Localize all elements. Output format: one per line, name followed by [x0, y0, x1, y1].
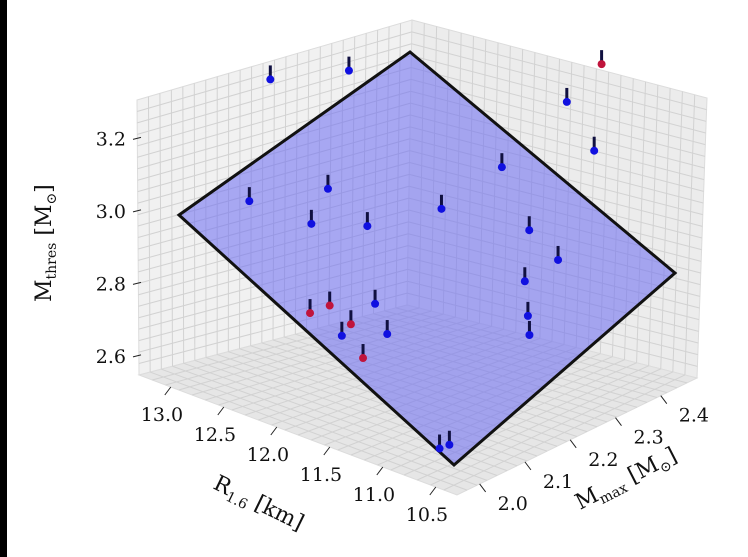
gridline: [443, 374, 686, 491]
y-tick-label: 2.4: [679, 405, 709, 427]
data-point: [307, 219, 316, 228]
data-point: [497, 163, 506, 172]
x-tick-mark: [376, 466, 384, 476]
data-point: [306, 309, 315, 318]
gridline: [137, 67, 412, 147]
z-axis-label: Mthres [M⊙]: [32, 184, 60, 302]
z-tick-label: 3.2: [96, 128, 126, 150]
gridline: [411, 31, 707, 111]
data-point: [445, 440, 454, 449]
z-tick-mark: [132, 281, 142, 285]
x-axis-ticks: 13.0 12.5 12.0 11.5 11.0 10.5: [141, 386, 448, 526]
data-point: [266, 75, 275, 84]
x-tick-label: 10.5: [406, 504, 448, 526]
data-point: [245, 197, 254, 206]
data-point: [525, 330, 534, 339]
z-tick-mark: [132, 136, 142, 140]
y-tick-mark: [479, 483, 487, 493]
data-point: [325, 301, 334, 310]
data-point: [562, 97, 571, 106]
data-point: [435, 444, 444, 453]
fit-plane: [176, 50, 678, 468]
gridline: [411, 43, 707, 122]
data-point: [597, 60, 606, 69]
x-tick-label: 13.0: [141, 404, 183, 426]
data-point: [554, 255, 563, 264]
y-tick-mark: [660, 395, 668, 404]
z-tick-mark: [132, 209, 142, 213]
chart-frame: 2.6 2.8 3.0 3.2 13.0 12.5 12.0 11.5 11.0 10.5 2.…: [7, 0, 748, 557]
x-tick-mark: [270, 426, 278, 436]
gridline: [411, 67, 706, 146]
data-points: [245, 50, 606, 453]
z-tick-mark: [132, 354, 142, 358]
data-point: [523, 311, 532, 320]
z-tick-label: 3.0: [96, 201, 126, 223]
data-point: [525, 226, 534, 235]
data-point: [323, 184, 332, 193]
y-tick-label: 2.1: [543, 471, 573, 493]
x-tick-mark: [217, 406, 225, 416]
gridline: [390, 362, 637, 471]
data-point: [359, 354, 368, 363]
z-axis-ticks: 2.6 2.8 3.0 3.2: [96, 128, 142, 368]
x-tick-mark: [429, 486, 437, 496]
gridline: [411, 55, 706, 134]
data-point: [590, 146, 599, 155]
gridline: [137, 55, 412, 135]
x-tick-label: 12.0: [247, 444, 289, 466]
x-axis-label: R1.6 [km]: [208, 471, 308, 539]
data-point: [337, 331, 346, 340]
gridline: [430, 371, 674, 486]
y-tick-mark: [524, 461, 532, 471]
data-point: [520, 277, 529, 286]
x-tick-label: 11.5: [300, 464, 342, 486]
z-tick-label: 2.8: [96, 273, 126, 295]
x-tick-label: 12.5: [194, 424, 236, 446]
x-tick-mark: [164, 386, 172, 396]
y-tick-label: 2.3: [633, 427, 663, 449]
y-tick-mark: [615, 417, 622, 427]
z-tick-label: 2.6: [96, 346, 126, 368]
data-point: [383, 330, 392, 339]
data-point: [363, 222, 372, 231]
scatter3d-chart: 2.6 2.8 3.0 3.2 13.0 12.5 12.0 11.5 11.0 10.5 2.…: [32, 19, 709, 539]
data-point: [437, 204, 446, 213]
data-point: [371, 299, 380, 308]
y-tick-label: 2.0: [498, 493, 528, 515]
gridline: [136, 31, 412, 112]
x-tick-label: 11.0: [353, 484, 395, 506]
gridline: [137, 43, 412, 124]
x-tick-mark: [323, 446, 331, 456]
y-axis-ticks: 2.0 2.1 2.2 2.3 2.4: [479, 395, 709, 515]
y-tick-label: 2.2: [588, 449, 618, 471]
y-tick-mark: [569, 439, 577, 449]
data-point: [346, 320, 355, 329]
data-point: [344, 66, 353, 75]
